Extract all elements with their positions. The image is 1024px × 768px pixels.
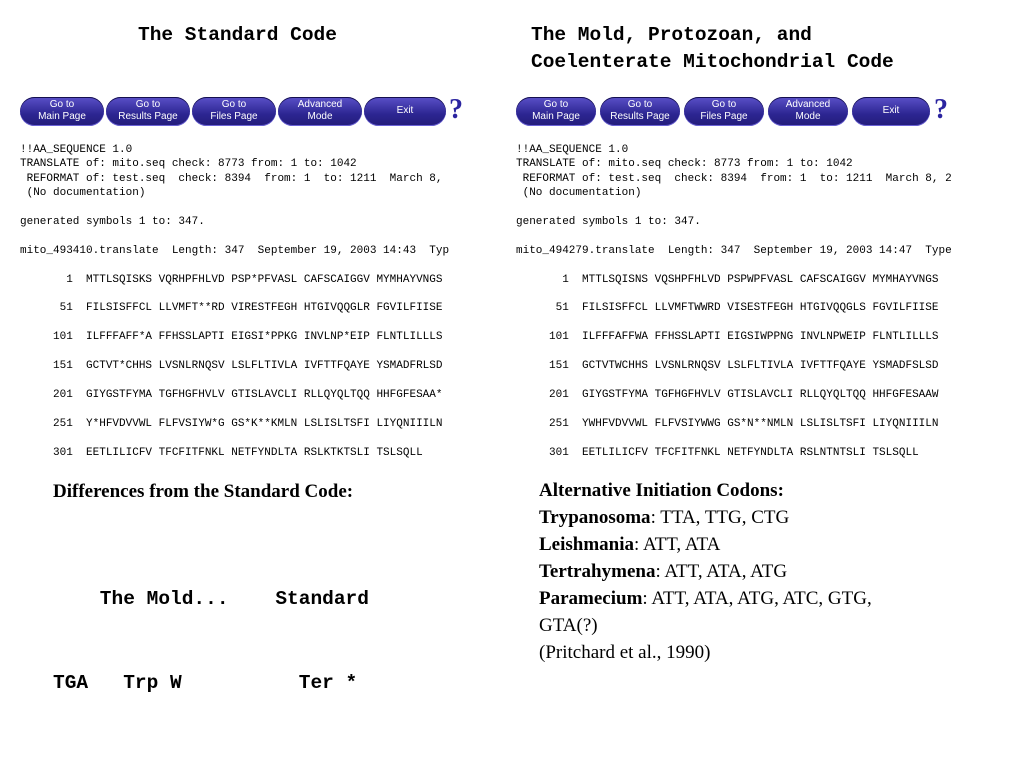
left-navbar: Go to Main Page Go to Results Page Go to… [0, 94, 480, 127]
go-to-results-page-button[interactable]: Go to Results Page [106, 97, 190, 126]
alt-initiation-block: Alternative Initiation Codons: Trypanoso… [539, 477, 979, 666]
organism-name: Trypanosoma [539, 507, 651, 528]
citation: (Pritchard et al., 1990) [539, 642, 711, 663]
advanced-mode-button[interactable]: Advanced Mode [768, 97, 848, 126]
codon-list: : ATT, ATA, ATG [655, 561, 788, 582]
initiation-entry: Paramecium: ATT, ATA, ATG, ATC, GTG, [539, 585, 979, 612]
button-label: Go to Files Page [210, 99, 258, 122]
codon-list: : ATT, ATA [634, 534, 721, 555]
right-sequence-output: !!AA_SEQUENCE 1.0 TRANSLATE of: mito.seq… [516, 144, 952, 459]
codon-list: : ATT, ATA, ATG, ATC, GTG, [642, 588, 872, 609]
initiation-entry: Trypanosoma: TTA, TTG, CTG [539, 504, 979, 531]
go-to-main-page-button[interactable]: Go to Main Page [20, 97, 104, 126]
button-label: Go to Results Page [610, 99, 670, 122]
right-title: The Mold, Protozoan, and Coelenterate Mi… [531, 24, 894, 73]
go-to-files-page-button[interactable]: Go to Files Page [192, 97, 276, 126]
button-label: Exit [882, 105, 900, 116]
question-mark-icon[interactable]: ? [934, 94, 948, 125]
button-label: Advanced Mode [785, 99, 831, 122]
exit-button[interactable]: Exit [364, 97, 446, 126]
right-navbar: Go to Main Page Go to Results Page Go to… [0, 94, 1024, 127]
left-title: The Standard Code [138, 24, 337, 46]
go-to-results-page-button[interactable]: Go to Results Page [600, 97, 680, 126]
go-to-main-page-button[interactable]: Go to Main Page [516, 97, 596, 126]
differences-heading: Differences from the Standard Code: [53, 481, 354, 502]
initiation-entry: Leishmania: ATT, ATA [539, 531, 979, 558]
question-mark-icon[interactable]: ? [449, 94, 463, 125]
button-label: Go to Files Page [700, 99, 748, 122]
differences-table: The Mold... Standard TGA Trp W Ter * [53, 529, 369, 725]
codon-continuation: GTA(?) [539, 615, 598, 636]
button-label: Go to Main Page [532, 99, 580, 122]
button-label: Go to Main Page [38, 99, 86, 122]
initiation-entry: Tertrahymena: ATT, ATA, ATG [539, 558, 979, 585]
organism-name: Paramecium [539, 588, 643, 609]
organism-name: Leishmania [539, 534, 635, 555]
left-sequence-output: !!AA_SEQUENCE 1.0 TRANSLATE of: mito.seq… [20, 144, 450, 459]
organism-name: Tertrahymena [539, 561, 656, 582]
alt-initiation-heading: Alternative Initiation Codons: [539, 480, 784, 501]
exit-button[interactable]: Exit [852, 97, 930, 126]
differences-data-row: TGA Trp W Ter * [53, 672, 358, 694]
codon-list: : TTA, TTG, CTG [650, 507, 790, 528]
button-label: Advanced Mode [297, 99, 343, 122]
advanced-mode-button[interactable]: Advanced Mode [278, 97, 362, 126]
button-label: Go to Results Page [118, 99, 178, 122]
differences-header-row: The Mold... Standard [53, 588, 369, 610]
button-label: Exit [396, 105, 414, 116]
go-to-files-page-button[interactable]: Go to Files Page [684, 97, 764, 126]
